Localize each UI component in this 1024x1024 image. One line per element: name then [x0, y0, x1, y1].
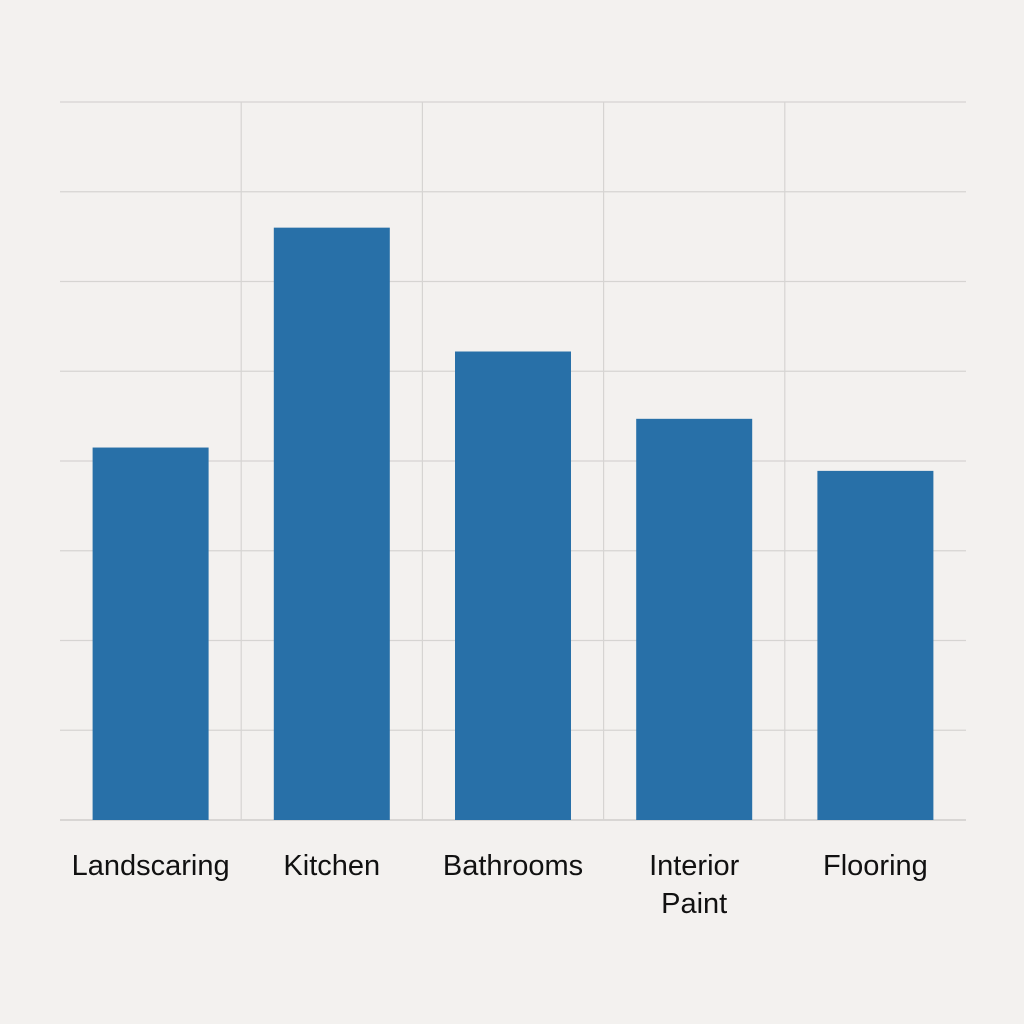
x-tick-label: Kitchen	[283, 850, 380, 882]
bar-landscaring	[92, 447, 209, 820]
x-tick-label: Bathrooms	[443, 850, 583, 882]
x-tick-label: Landscaring	[72, 850, 230, 882]
bars	[92, 227, 934, 820]
x-tick-label: Interior Paint	[649, 850, 740, 920]
bar-bathrooms	[455, 351, 571, 820]
bar-kitchen	[273, 227, 390, 820]
category-labels: Landscaring Kitchen Bathrooms Interior Paint…	[72, 850, 928, 920]
bar-flooring	[817, 470, 934, 820]
x-tick-label: Flooring	[823, 850, 928, 882]
bar-interior-paint	[636, 418, 753, 820]
